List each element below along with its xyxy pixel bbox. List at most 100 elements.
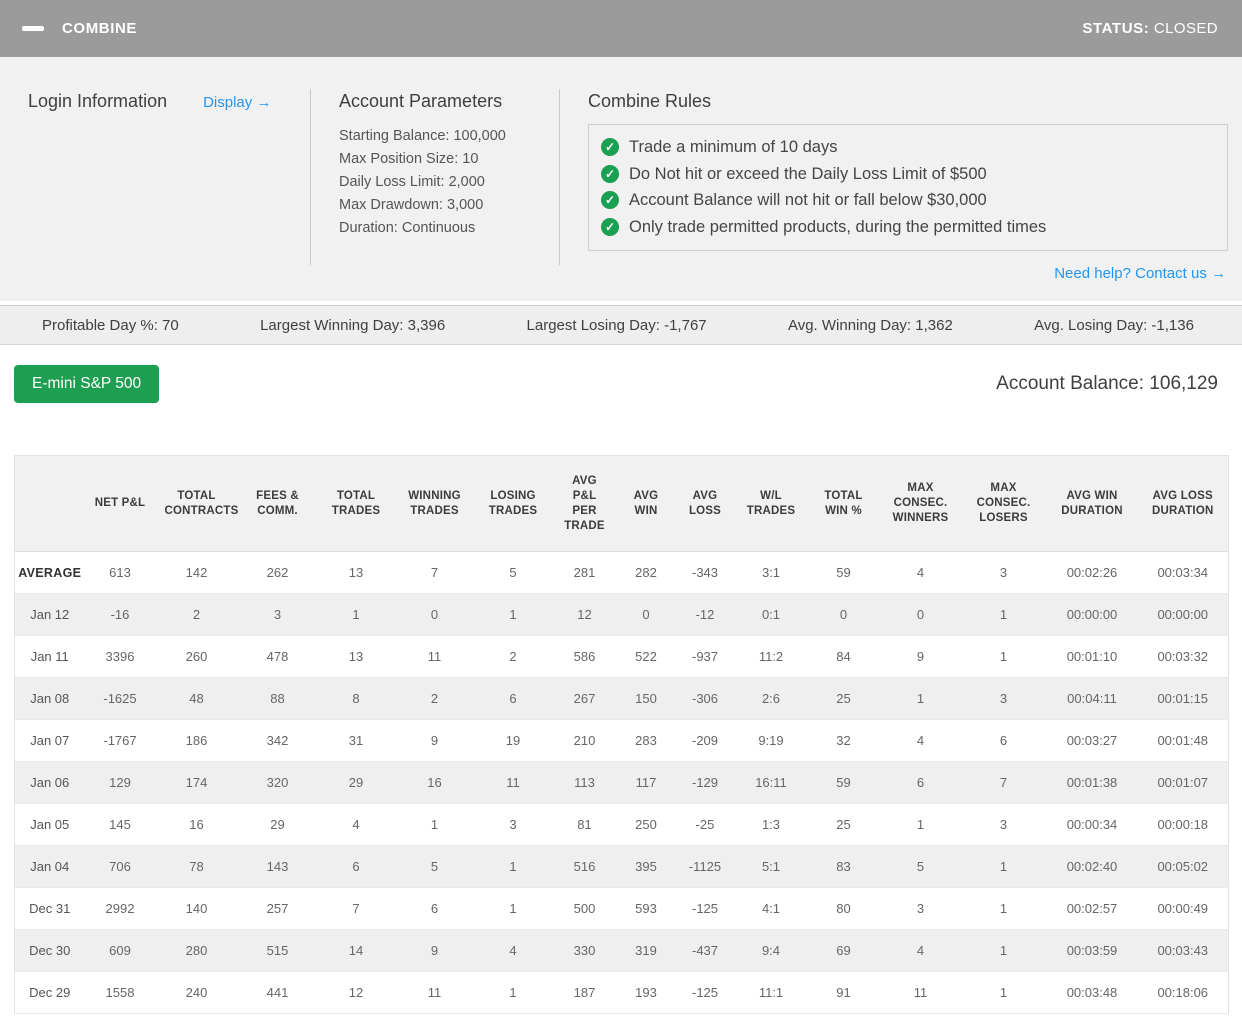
column-header: TOTAL TRADES — [317, 455, 395, 552]
cell-value: 00:03:34 — [1157, 565, 1209, 580]
column-header: AVG WIN DURATION — [1046, 455, 1138, 552]
cell-value: 330 — [573, 943, 596, 958]
cell-value: 262 — [266, 565, 289, 580]
account-parameters-panel: Account Parameters Starting Balance: 100… — [311, 81, 559, 283]
vertical-divider — [310, 89, 311, 265]
rule-item: ✓ Do Not hit or exceed the Daily Loss Lim… — [601, 161, 1213, 188]
cell-value: 29 — [348, 775, 364, 790]
account-parameters-heading: Account Parameters — [339, 91, 503, 111]
cell-value: 117 — [635, 775, 657, 790]
column-header: AVG LOSS — [674, 455, 736, 552]
login-information-panel: Login Information Display → — [28, 81, 310, 283]
product-tab-emini-sp500[interactable]: E-mini S&P 500 — [14, 365, 160, 403]
rule-text: Only trade permitted products, during th… — [629, 217, 1047, 236]
cell-value: 00:00:18 — [1157, 817, 1209, 832]
cell-value: 210 — [573, 733, 596, 748]
cell-value: 00:00:49 — [1157, 901, 1209, 916]
table-row: Jan 04 706 78 143 6 5 1 516 395 -1125 5:1 83 5 1 00:02… — [14, 845, 1229, 888]
cell-value: 142 — [185, 565, 208, 580]
account-parameter-line: Daily Loss Limit: 2,000 — [339, 174, 485, 190]
check-circle-icon: ✓ — [601, 217, 619, 236]
cell-value: 1 — [999, 859, 1008, 874]
cell-value: 16 — [427, 775, 442, 790]
cell-value: 7 — [430, 565, 439, 580]
cell-value: 267 — [573, 691, 596, 706]
titlebar: COMBINE STATUS: CLOSED — [0, 0, 1242, 57]
cell-value: 12 — [577, 607, 592, 622]
cell-value: 13 — [348, 565, 364, 580]
cell-value: 80 — [836, 901, 851, 916]
row-label: Jan 06 — [30, 775, 70, 790]
cell-value: 145 — [109, 817, 131, 832]
cell-value: 48 — [189, 691, 204, 706]
cell-value: 00:18:06 — [1157, 985, 1209, 1000]
rule-text: Trade a minimum of 10 days — [629, 138, 838, 156]
cell-value: 00:01:10 — [1066, 649, 1118, 664]
cell-value: 00:00:00 — [1157, 607, 1209, 622]
cell-value: 283 — [635, 733, 657, 748]
cell-value: 250 — [635, 817, 657, 832]
cell-value: -125 — [691, 901, 719, 916]
row-label: AVERAGE — [18, 565, 82, 580]
cell-value: 00:02:40 — [1066, 859, 1118, 874]
cell-value: 593 — [635, 901, 657, 916]
cell-value: 2 — [430, 691, 439, 706]
column-header: AVG WIN — [617, 455, 675, 552]
table-row: Dec 30 609 280 515 14 9 4 330 319 -437 9:4 69 4 1 00:0… — [14, 929, 1229, 972]
table-row: AVERAGE 613 142 262 13 7 5 281 282 -343 3:1 59 4 3 00:… — [14, 551, 1229, 594]
cell-value: 59 — [836, 775, 851, 790]
combine-rules-box: ✓ Trade a minimum of 10 days ✓ Do Not hit o… — [588, 124, 1228, 251]
cell-value: 613 — [109, 565, 131, 580]
cell-value: 11 — [427, 985, 442, 1000]
cell-value: 6 — [352, 859, 360, 874]
column-header — [14, 455, 85, 552]
column-header: TOTAL CONTRACTS — [155, 455, 238, 552]
table-row: Dec 29 1558 240 441 12 11 1 187 193 -125 11:1 91 11 1… — [14, 971, 1229, 1014]
column-header: TOTAL WIN % — [806, 455, 881, 552]
table-header-row: NET P&L TOTAL CONTRACTS FEES & COMM. TOTAL … — [14, 455, 1229, 552]
account-parameter-line: Duration: Continuous — [339, 220, 476, 236]
table-row: Jan 08 -1625 48 88 8 2 6 267 150 -306 2:6 25 1 3 00:04… — [14, 677, 1229, 720]
cell-value: 00:01:38 — [1066, 775, 1118, 790]
combine-rules-panel: Combine Rules ✓ Trade a minimum of 10 day… — [560, 81, 1228, 283]
account-parameter-line: Max Position Size: 10 — [339, 151, 479, 167]
cell-value: 7 — [352, 901, 360, 916]
cell-value: 2 — [509, 649, 517, 664]
cell-value: 00:00:00 — [1066, 607, 1118, 622]
cell-value: 14 — [348, 943, 364, 958]
cell-value: 16 — [189, 817, 204, 832]
cell-value: 143 — [266, 859, 289, 874]
row-label: Dec 31 — [29, 901, 71, 916]
check-circle-icon: ✓ — [601, 191, 619, 210]
minimize-icon[interactable] — [22, 26, 44, 31]
cell-value: 0 — [642, 607, 650, 622]
combine-rules-heading: Combine Rules — [588, 91, 712, 111]
display-link[interactable]: Display → — [203, 94, 272, 111]
row-label: Jan 12 — [30, 607, 70, 622]
cell-value: 706 — [109, 859, 131, 874]
cell-value: 9:4 — [761, 943, 781, 958]
cell-value: 280 — [185, 943, 208, 958]
contact-us-link[interactable]: Need help? Contact us → — [1054, 265, 1226, 282]
column-header: MAX CONSEC. WINNERS — [880, 455, 961, 552]
vertical-divider — [559, 89, 560, 265]
cell-value: 11:1 — [758, 985, 784, 1000]
cell-value: 9 — [916, 649, 925, 664]
check-circle-icon: ✓ — [601, 164, 619, 183]
stat-item: Largest Winning Day: 3,396 — [260, 316, 446, 334]
cell-value: 342 — [266, 733, 289, 748]
cell-value: 32 — [836, 733, 851, 748]
cell-value: 9 — [430, 943, 439, 958]
stat-item: Avg. Winning Day: 1,362 — [787, 316, 953, 334]
stat-item: Profitable Day %: 70 — [42, 316, 179, 334]
cell-value: -937 — [691, 649, 719, 664]
cell-value: 81 — [577, 817, 592, 832]
cell-value: 00:02:26 — [1066, 565, 1118, 580]
cell-value: 1 — [509, 901, 517, 916]
cell-value: 69 — [836, 943, 851, 958]
cell-value: 00:02:57 — [1066, 901, 1118, 916]
cell-value: 11 — [427, 649, 442, 664]
cell-value: -306 — [691, 691, 719, 706]
cell-value: 1 — [999, 607, 1008, 622]
row-label: Jan 08 — [30, 691, 70, 706]
